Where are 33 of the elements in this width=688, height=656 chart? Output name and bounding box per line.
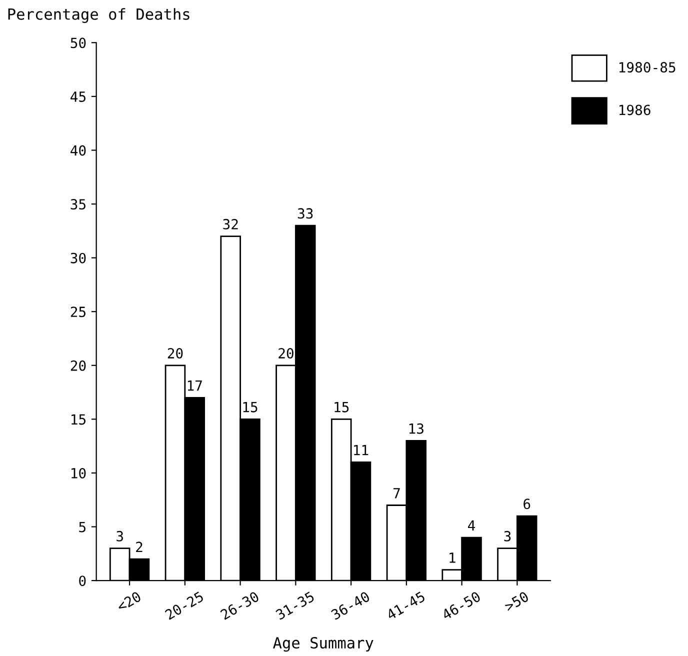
y-tick-label: 45 [70, 92, 86, 102]
y-tick-label: 10 [72, 468, 86, 478]
y-tick-label: 30 [70, 252, 86, 264]
data-label: 4 [468, 520, 476, 530]
y-tick-label: 5 [79, 522, 86, 532]
data-label: 3 [504, 530, 511, 542]
y-tick-label: 20 [70, 360, 86, 371]
data-label: 15 [334, 402, 349, 412]
data-label: 20 [278, 348, 294, 359]
data-label: 1 [450, 552, 456, 563]
y-tick-label: 25 [70, 306, 86, 318]
data-label: 3 [116, 530, 123, 542]
data-label: 32 [223, 218, 238, 230]
legend-label: 1980-85 [619, 62, 676, 73]
data-label: 2 [136, 542, 142, 552]
y-tick-label: 0 [79, 576, 86, 586]
x-tick-label: >50 [504, 591, 530, 612]
x-tick-label: <20 [116, 591, 142, 612]
y-axis-title: Percentage of Deaths [8, 8, 190, 23]
y-tick-label: 50 [70, 38, 86, 48]
data-label: 20 [168, 348, 183, 359]
data-label: 11 [354, 445, 368, 456]
y-tick-label: 15 [72, 414, 86, 425]
y-tick-label: 35 [70, 199, 86, 210]
legend-label: 1986 [619, 104, 650, 116]
data-label: 15 [243, 402, 258, 412]
y-tick-label: 40 [70, 145, 86, 156]
data-label: 17 [188, 380, 202, 391]
data-label: 13 [409, 423, 424, 434]
data-label: 6 [524, 498, 530, 510]
x-axis-title: Age Summary [273, 637, 374, 652]
data-label: 7 [393, 488, 400, 498]
data-label: 33 [298, 208, 313, 219]
